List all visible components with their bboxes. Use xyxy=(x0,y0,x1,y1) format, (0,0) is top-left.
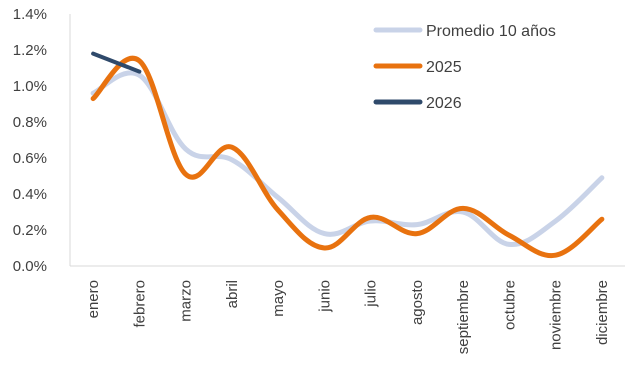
y-tick-label: 0.4% xyxy=(13,186,47,203)
x-tick-label: septiembre xyxy=(455,280,472,354)
y-tick-label: 0.0% xyxy=(13,258,47,275)
y-tick-label: 1.2% xyxy=(13,42,47,59)
series-line-promedio-10-a-os xyxy=(90,70,605,247)
x-tick-label: diciembre xyxy=(594,280,611,345)
y-tick-label: 0.2% xyxy=(13,222,47,239)
legend-label: Promedio 10 años xyxy=(426,23,556,40)
x-tick-label: abril xyxy=(224,280,241,308)
series-layer xyxy=(90,51,605,259)
y-tick-label: 0.8% xyxy=(13,114,47,131)
legend: Promedio 10 años 2025 2026 xyxy=(373,23,556,112)
x-tick-label: enero xyxy=(85,280,102,318)
legend-label: 2025 xyxy=(426,59,462,76)
series-line-2026 xyxy=(91,51,142,74)
y-tick-label: 1.0% xyxy=(13,78,47,95)
axis-layer: 0.0% 0.2% 0.4% 0.6% 0.8% 1.0% 1.2% 1.4% enero feb… xyxy=(13,6,625,354)
x-tick-label: febrero xyxy=(131,280,148,328)
y-tick-label: 0.6% xyxy=(13,150,47,167)
x-tick-label: mayo xyxy=(270,280,287,317)
series-line-2025 xyxy=(90,55,605,259)
x-tick-label: julio xyxy=(363,280,380,308)
x-tick-label: octubre xyxy=(501,280,518,330)
x-tick-label: noviembre xyxy=(548,280,565,350)
x-tick-label: junio xyxy=(316,280,333,313)
y-tick-label: 1.4% xyxy=(13,6,47,23)
legend-label: 2026 xyxy=(426,95,462,112)
x-tick-label: marzo xyxy=(178,280,195,322)
x-tick-label: agosto xyxy=(409,280,426,325)
